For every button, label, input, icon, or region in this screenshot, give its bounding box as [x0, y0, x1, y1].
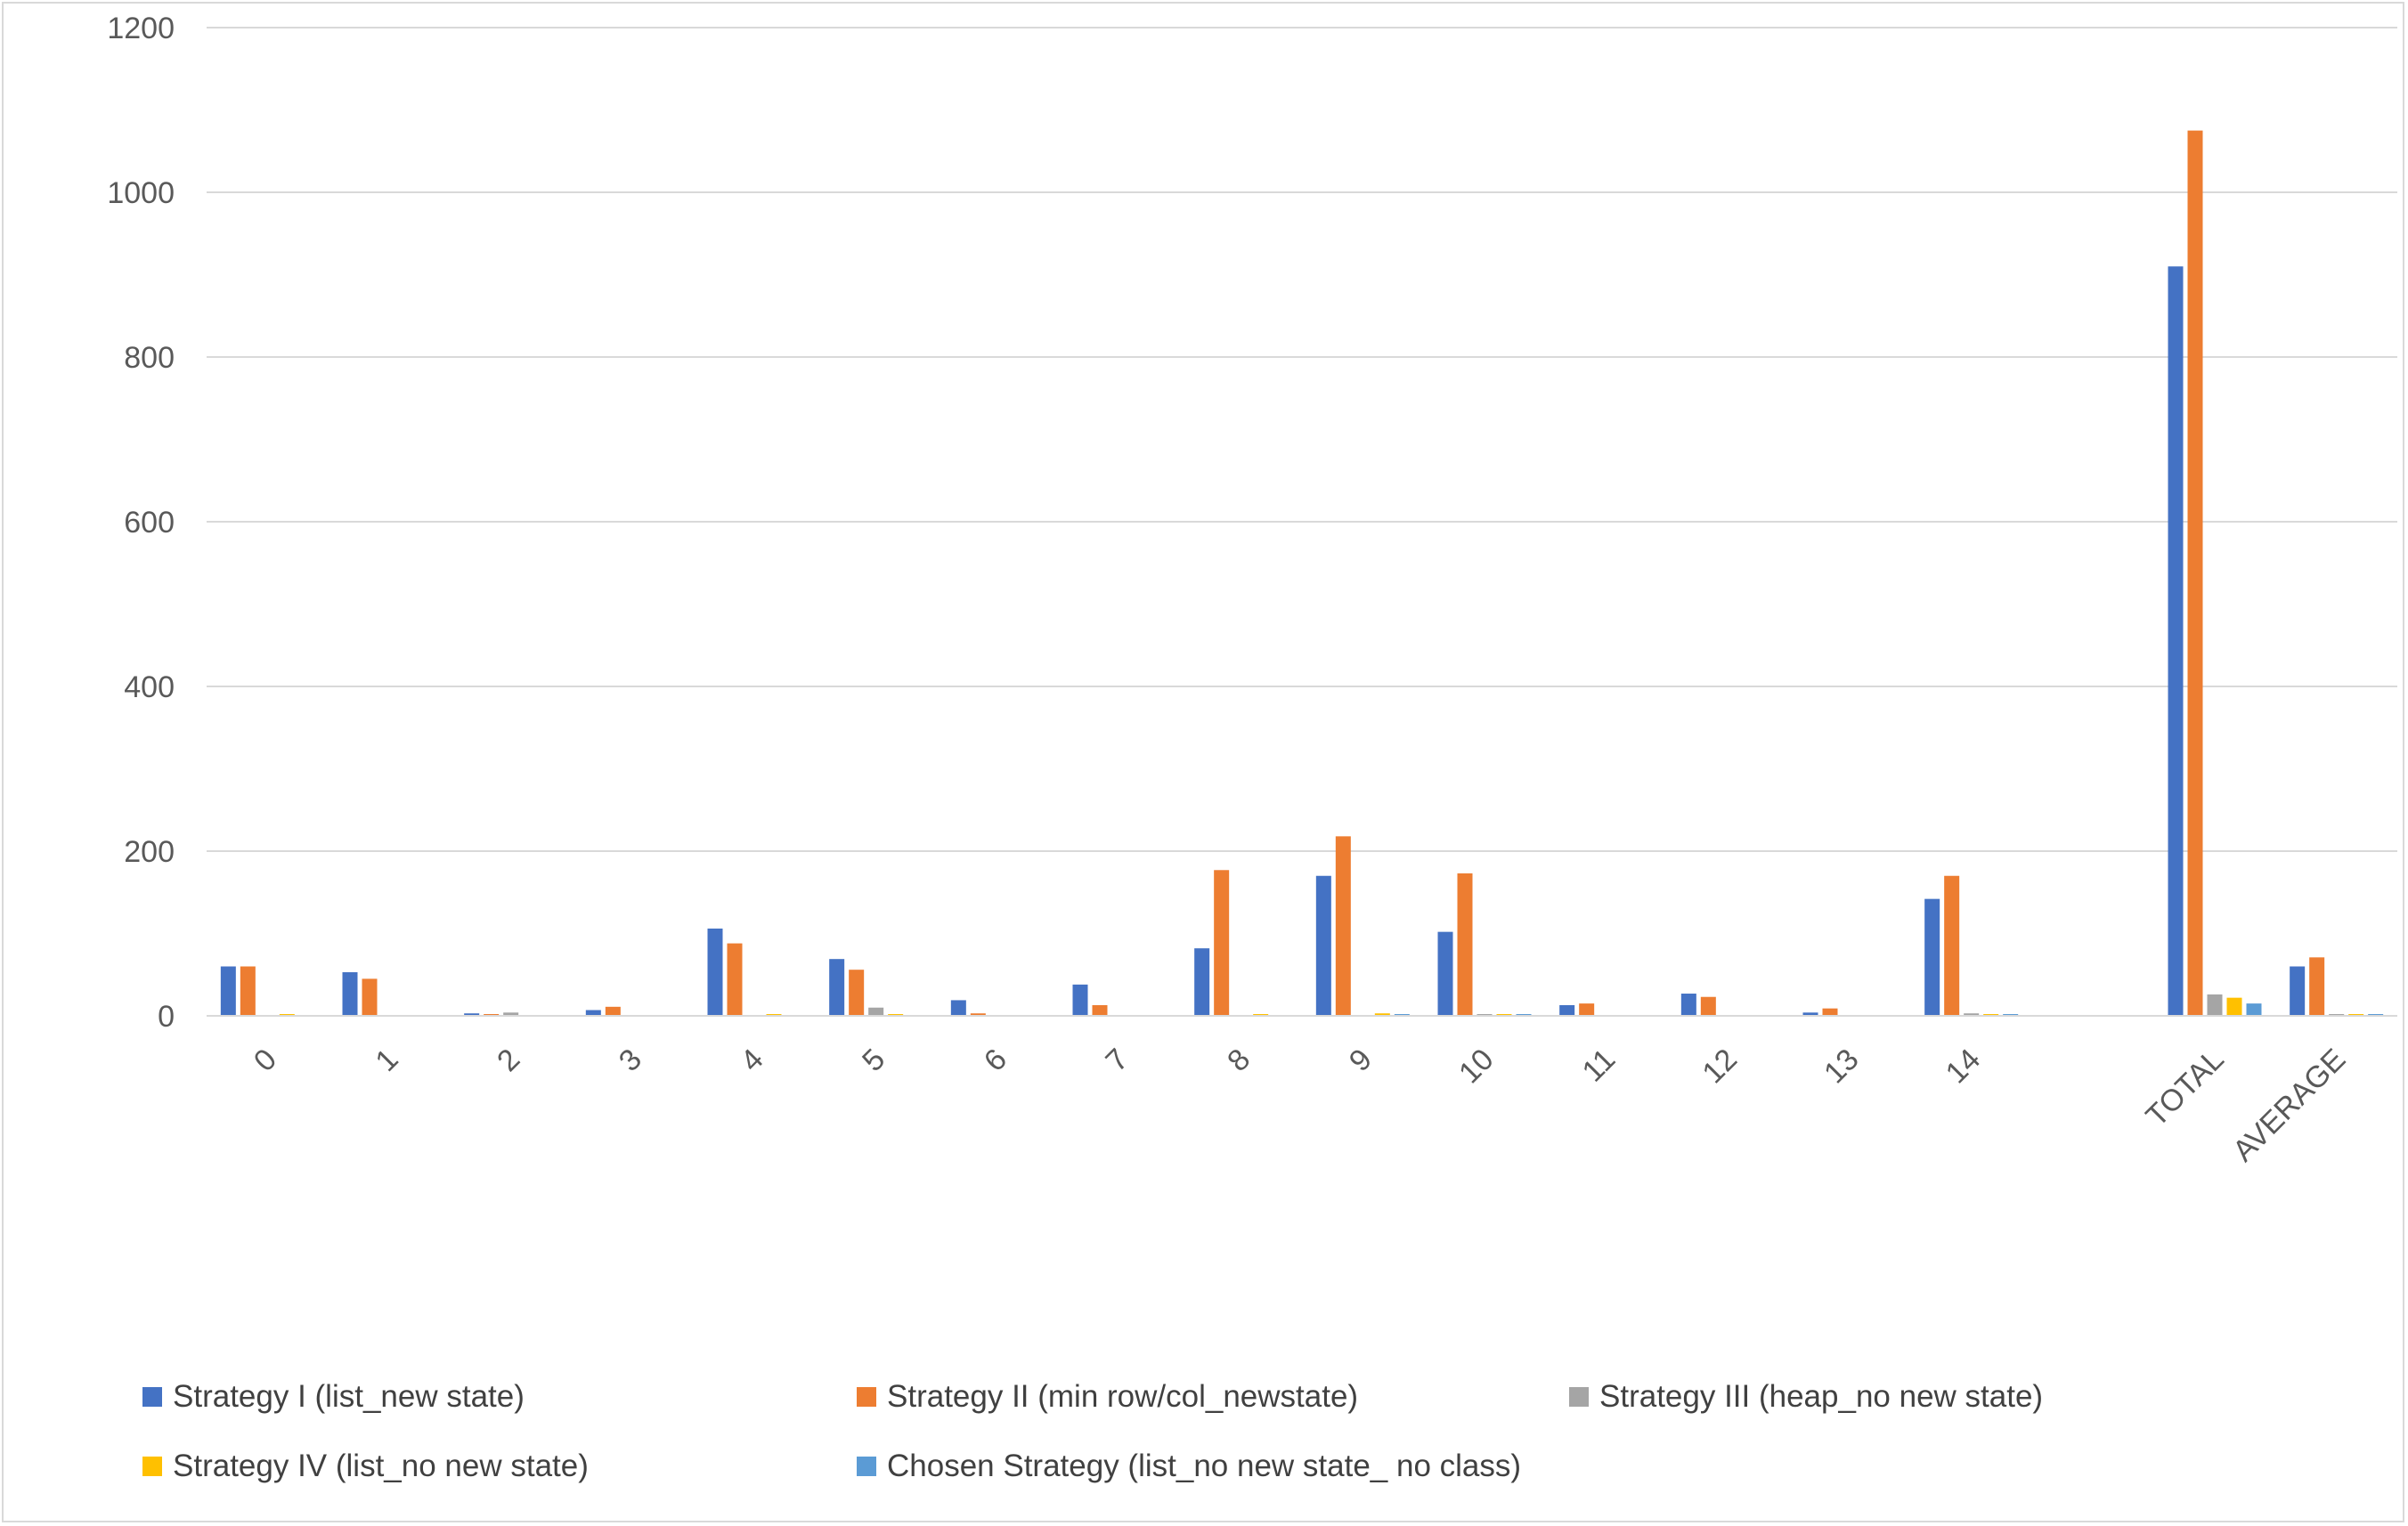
legend-label: Strategy II (min row/col_newstate): [887, 1379, 1358, 1414]
y-tick-label: 800: [124, 341, 175, 375]
bar: [950, 1000, 966, 1016]
y-tick-label: 1000: [107, 176, 175, 210]
bar: [1559, 1004, 1575, 1016]
bar: [868, 1007, 884, 1016]
bar: [362, 978, 378, 1016]
bar: [1437, 931, 1453, 1016]
legend-swatch: [142, 1387, 162, 1407]
bar: [1802, 1012, 1818, 1016]
bar: [2168, 266, 2184, 1016]
y-tick-label: 200: [124, 835, 175, 869]
bar: [2226, 997, 2242, 1016]
bar: [1194, 948, 1210, 1016]
legend-label: Strategy I (list_new state): [173, 1379, 525, 1414]
y-tick-label: 400: [124, 670, 175, 704]
bar: [2207, 994, 2223, 1016]
bar: [2246, 1003, 2262, 1016]
legend-swatch: [142, 1457, 162, 1476]
bar: [1700, 996, 1716, 1016]
x-tick-label: 11: [1575, 1043, 1622, 1089]
bar: [240, 966, 256, 1016]
y-tick-label: 600: [124, 506, 175, 540]
x-tick-label: 13: [1818, 1043, 1866, 1091]
x-tick-label: 0: [248, 1043, 283, 1078]
x-tick-label: 12: [1696, 1043, 1744, 1091]
bar: [1092, 1004, 1108, 1016]
bar: [1924, 898, 1940, 1016]
bar: [1964, 1013, 1980, 1016]
x-tick-label: AVERAGE: [2226, 1043, 2352, 1168]
y-axis-ticks: 0 200 400 600 800 1000 1200: [107, 12, 175, 1034]
x-tick-label: 3: [613, 1043, 648, 1078]
bar: [970, 1013, 986, 1016]
x-tick-label: TOTAL: [2140, 1043, 2231, 1133]
x-tick-label: 10: [1452, 1043, 1501, 1091]
bar: [1072, 984, 1088, 1016]
gridlines: [207, 27, 2397, 852]
bar: [2187, 130, 2203, 1016]
x-tick-label: 2: [491, 1043, 526, 1078]
legend-label: Chosen Strategy (list_no new state_ no c…: [887, 1449, 1521, 1483]
legend-swatch: [857, 1387, 876, 1407]
bar: [503, 1012, 519, 1016]
x-tick-label: 9: [1343, 1043, 1379, 1078]
legend: Strategy I (list_new state) Strategy II (…: [142, 1379, 2043, 1483]
bar: [849, 970, 865, 1016]
bar: [1457, 873, 1473, 1016]
bar: [2290, 966, 2306, 1016]
bar: [342, 971, 358, 1016]
bar: [1214, 870, 1230, 1016]
y-tick-label: 0: [158, 1000, 175, 1034]
bar: [829, 959, 845, 1016]
bar: [1822, 1008, 1838, 1016]
bar: [1680, 994, 1696, 1016]
bar: [585, 1010, 601, 1016]
bar: [1315, 875, 1331, 1016]
legend-label: Strategy IV (list_no new state): [173, 1449, 589, 1483]
bar: [707, 928, 723, 1016]
x-tick-label: 7: [1099, 1043, 1135, 1078]
bar: [1944, 875, 1960, 1016]
x-tick-label: 1: [369, 1043, 404, 1078]
bar: [605, 1006, 621, 1016]
legend-swatch: [857, 1457, 876, 1476]
bar: [2309, 957, 2325, 1016]
legend-swatch: [1569, 1387, 1589, 1407]
legend-label: Strategy III (heap_no new state): [1599, 1379, 2043, 1414]
x-tick-label: 6: [978, 1043, 1013, 1078]
x-tick-label: 5: [856, 1043, 891, 1078]
bar: [464, 1013, 480, 1016]
x-tick-label: 4: [734, 1043, 769, 1078]
bar: [1374, 1013, 1390, 1016]
bars: [220, 130, 2384, 1016]
x-tick-label: 14: [1940, 1043, 1988, 1091]
bar: [1335, 836, 1351, 1016]
bar: [727, 943, 743, 1016]
bar: [1579, 1003, 1595, 1016]
x-tick-label: 8: [1221, 1043, 1257, 1078]
bar: [220, 966, 236, 1016]
y-tick-label: 1200: [107, 12, 175, 45]
